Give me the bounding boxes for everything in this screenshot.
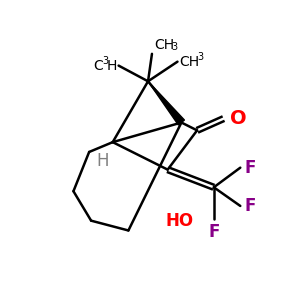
- Text: 3: 3: [172, 42, 178, 52]
- Text: F: F: [244, 197, 256, 215]
- Text: CH: CH: [179, 55, 200, 69]
- Text: H: H: [106, 58, 117, 73]
- Text: CH: CH: [154, 38, 174, 52]
- Text: H: H: [96, 152, 109, 170]
- Text: HO: HO: [165, 212, 194, 230]
- Text: F: F: [244, 159, 256, 177]
- Text: F: F: [208, 223, 220, 241]
- Text: C: C: [93, 58, 103, 73]
- Text: 3: 3: [103, 56, 109, 66]
- Text: 3: 3: [197, 52, 203, 62]
- Polygon shape: [148, 81, 184, 125]
- Text: O: O: [230, 109, 246, 128]
